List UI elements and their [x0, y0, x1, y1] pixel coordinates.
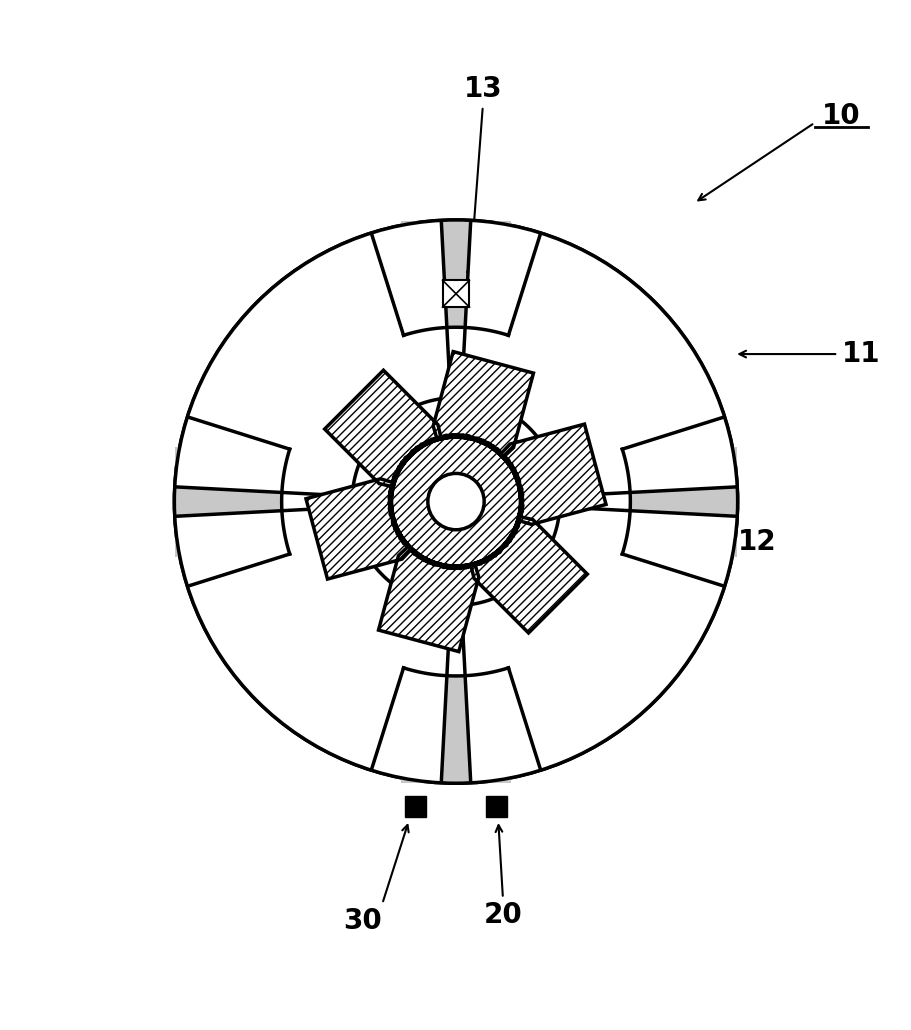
- Polygon shape: [401, 220, 510, 328]
- Polygon shape: [630, 447, 736, 556]
- Polygon shape: [305, 351, 606, 652]
- Polygon shape: [461, 507, 735, 782]
- Text: 10: 10: [822, 102, 860, 130]
- Bar: [404, 796, 426, 818]
- Text: 13: 13: [463, 74, 502, 103]
- Text: 11: 11: [841, 340, 879, 368]
- Circle shape: [174, 220, 737, 783]
- Polygon shape: [461, 221, 735, 496]
- Polygon shape: [176, 507, 450, 782]
- Bar: [442, 280, 469, 307]
- Bar: [485, 796, 507, 818]
- Text: 20: 20: [483, 900, 522, 929]
- Polygon shape: [175, 447, 281, 556]
- Polygon shape: [401, 676, 510, 783]
- Circle shape: [427, 474, 484, 529]
- Circle shape: [281, 328, 630, 676]
- Text: 12: 12: [737, 527, 775, 556]
- Text: 30: 30: [343, 907, 381, 935]
- Polygon shape: [176, 221, 450, 496]
